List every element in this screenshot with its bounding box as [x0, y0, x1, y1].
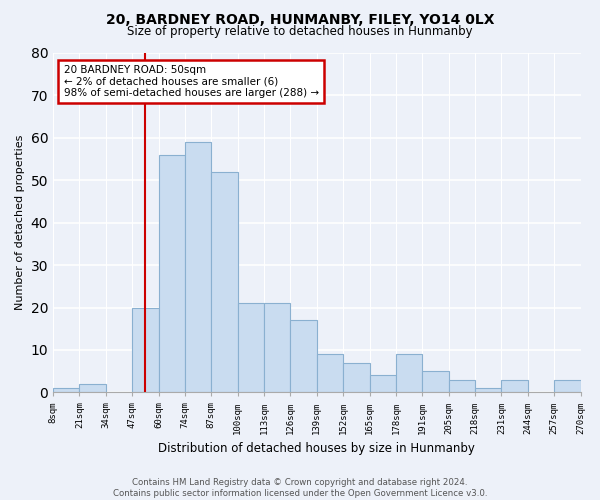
Bar [53, 388, 79, 392]
X-axis label: Distribution of detached houses by size in Hunmanby: Distribution of detached houses by size … [158, 442, 475, 455]
Bar [502, 380, 528, 392]
Text: Contains HM Land Registry data © Crown copyright and database right 2024.
Contai: Contains HM Land Registry data © Crown c… [113, 478, 487, 498]
Bar [290, 320, 317, 392]
Bar [317, 354, 343, 393]
Text: Size of property relative to detached houses in Hunmanby: Size of property relative to detached ho… [127, 25, 473, 38]
Bar [475, 388, 502, 392]
Bar [422, 371, 449, 392]
Bar [185, 142, 211, 393]
Bar [158, 155, 185, 392]
Y-axis label: Number of detached properties: Number of detached properties [15, 135, 25, 310]
Text: 20, BARDNEY ROAD, HUNMANBY, FILEY, YO14 0LX: 20, BARDNEY ROAD, HUNMANBY, FILEY, YO14 … [106, 12, 494, 26]
Bar [132, 308, 158, 392]
Bar [343, 362, 370, 392]
Text: 20 BARDNEY ROAD: 50sqm
← 2% of detached houses are smaller (6)
98% of semi-detac: 20 BARDNEY ROAD: 50sqm ← 2% of detached … [64, 65, 319, 98]
Bar [396, 354, 422, 393]
Bar [264, 304, 290, 392]
Bar [370, 376, 396, 392]
Bar [554, 380, 581, 392]
Bar [211, 172, 238, 392]
Bar [79, 384, 106, 392]
Bar [238, 304, 264, 392]
Bar [449, 380, 475, 392]
